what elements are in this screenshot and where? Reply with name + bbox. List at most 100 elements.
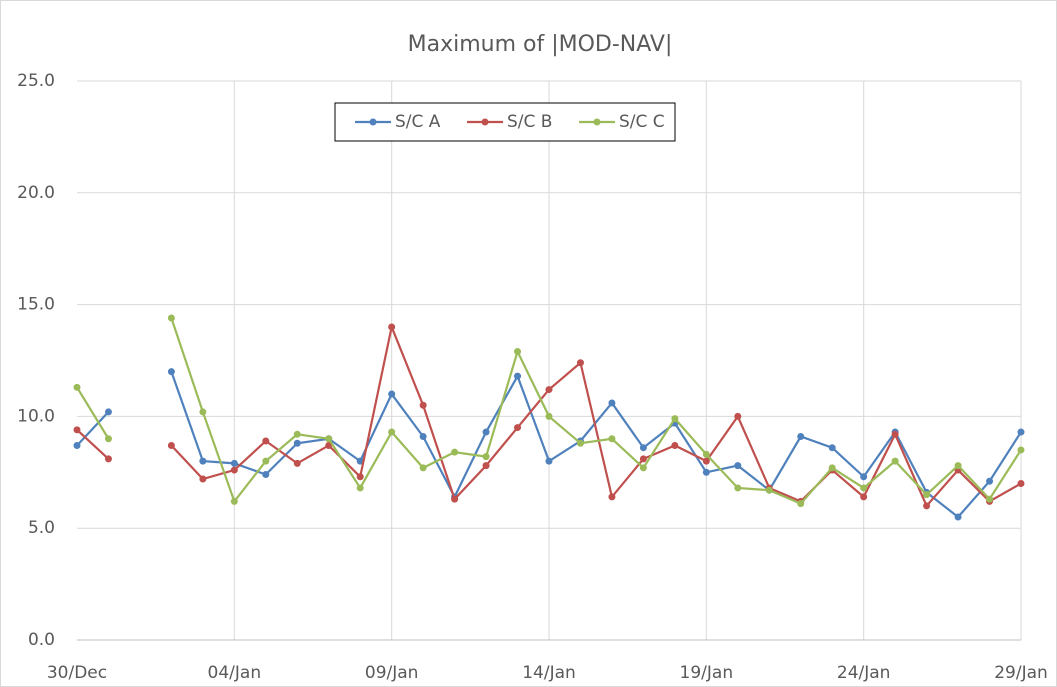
data-point bbox=[514, 372, 522, 380]
data-point bbox=[734, 412, 742, 420]
data-point bbox=[954, 513, 962, 521]
data-point bbox=[891, 430, 899, 438]
data-point bbox=[230, 466, 238, 474]
data-point bbox=[199, 408, 207, 416]
data-point bbox=[954, 462, 962, 470]
y-tick-label: 20.0 bbox=[17, 183, 55, 203]
data-point bbox=[293, 430, 301, 438]
data-point bbox=[1017, 479, 1025, 487]
x-tick-label: 24/Jan bbox=[837, 663, 891, 683]
data-point bbox=[639, 464, 647, 472]
data-point bbox=[671, 415, 679, 423]
data-point bbox=[828, 444, 836, 452]
y-tick-label: 10.0 bbox=[17, 406, 55, 426]
data-point bbox=[576, 439, 584, 447]
legend-marker bbox=[593, 118, 601, 126]
legend-label: S/C B bbox=[507, 112, 552, 132]
data-point bbox=[167, 441, 175, 449]
data-point bbox=[545, 386, 553, 394]
data-point bbox=[765, 486, 773, 494]
data-point bbox=[986, 495, 994, 503]
data-point bbox=[702, 450, 710, 458]
data-point bbox=[986, 477, 994, 485]
data-point bbox=[482, 453, 490, 461]
data-point bbox=[104, 455, 112, 463]
data-point bbox=[923, 502, 931, 510]
legend-marker bbox=[369, 118, 377, 126]
data-point bbox=[608, 435, 616, 443]
data-point bbox=[356, 484, 364, 492]
data-point bbox=[797, 500, 805, 508]
x-tick-label: 14/Jan bbox=[522, 663, 576, 683]
data-point bbox=[828, 464, 836, 472]
data-point bbox=[702, 468, 710, 476]
data-point bbox=[545, 412, 553, 420]
y-tick-label: 15.0 bbox=[17, 295, 55, 315]
data-point bbox=[734, 484, 742, 492]
data-point bbox=[1017, 428, 1025, 436]
data-point bbox=[199, 457, 207, 465]
data-point bbox=[293, 439, 301, 447]
series-line bbox=[76, 317, 1022, 505]
data-point bbox=[419, 433, 427, 441]
data-point bbox=[293, 459, 301, 467]
data-point bbox=[230, 497, 238, 505]
data-point bbox=[860, 493, 868, 501]
data-point bbox=[73, 426, 81, 434]
data-point bbox=[860, 473, 868, 481]
data-point bbox=[860, 484, 868, 492]
data-point bbox=[608, 493, 616, 501]
data-point bbox=[514, 348, 522, 356]
data-point bbox=[388, 428, 396, 436]
data-point bbox=[639, 444, 647, 452]
y-tick-label: 25.0 bbox=[17, 71, 55, 91]
data-point bbox=[608, 399, 616, 407]
data-point bbox=[451, 495, 459, 503]
data-point bbox=[325, 441, 333, 449]
chart-title: Maximum of |MOD-NAV| bbox=[408, 32, 673, 57]
data-point bbox=[734, 462, 742, 470]
data-point bbox=[545, 457, 553, 465]
x-tick-label: 30/Dec bbox=[47, 663, 107, 683]
data-point bbox=[167, 314, 175, 322]
data-point bbox=[576, 359, 584, 367]
data-point bbox=[325, 435, 333, 443]
data-point bbox=[671, 441, 679, 449]
legend-box bbox=[334, 102, 676, 142]
data-point bbox=[167, 368, 175, 376]
data-point bbox=[797, 433, 805, 441]
data-point bbox=[262, 471, 270, 479]
data-point bbox=[262, 457, 270, 465]
legend-label: S/C A bbox=[395, 112, 441, 132]
x-tick-label: 19/Jan bbox=[680, 663, 734, 683]
data-point bbox=[451, 448, 459, 456]
y-tick-label: 0.0 bbox=[28, 630, 55, 650]
data-point bbox=[230, 459, 238, 467]
data-point bbox=[1017, 446, 1025, 454]
data-point bbox=[73, 441, 81, 449]
data-point bbox=[482, 462, 490, 470]
series-line bbox=[76, 323, 1022, 508]
data-point bbox=[419, 401, 427, 409]
data-point bbox=[199, 475, 207, 483]
data-point bbox=[73, 383, 81, 391]
data-point bbox=[356, 473, 364, 481]
data-point bbox=[702, 457, 710, 465]
x-tick-label: 29/Jan bbox=[994, 663, 1048, 683]
data-point bbox=[262, 437, 270, 445]
x-tick-label: 09/Jan bbox=[365, 663, 419, 683]
data-point bbox=[639, 455, 647, 463]
data-point bbox=[388, 323, 396, 331]
data-point bbox=[891, 457, 899, 465]
data-point bbox=[104, 435, 112, 443]
data-point bbox=[482, 428, 490, 436]
data-point bbox=[104, 408, 112, 416]
x-tick-label: 04/Jan bbox=[208, 663, 262, 683]
data-point bbox=[419, 464, 427, 472]
legend-label: S/C C bbox=[619, 112, 665, 132]
series-line bbox=[76, 371, 1022, 519]
legend-marker bbox=[481, 118, 489, 126]
y-tick-label: 5.0 bbox=[28, 518, 55, 538]
data-point bbox=[388, 390, 396, 398]
